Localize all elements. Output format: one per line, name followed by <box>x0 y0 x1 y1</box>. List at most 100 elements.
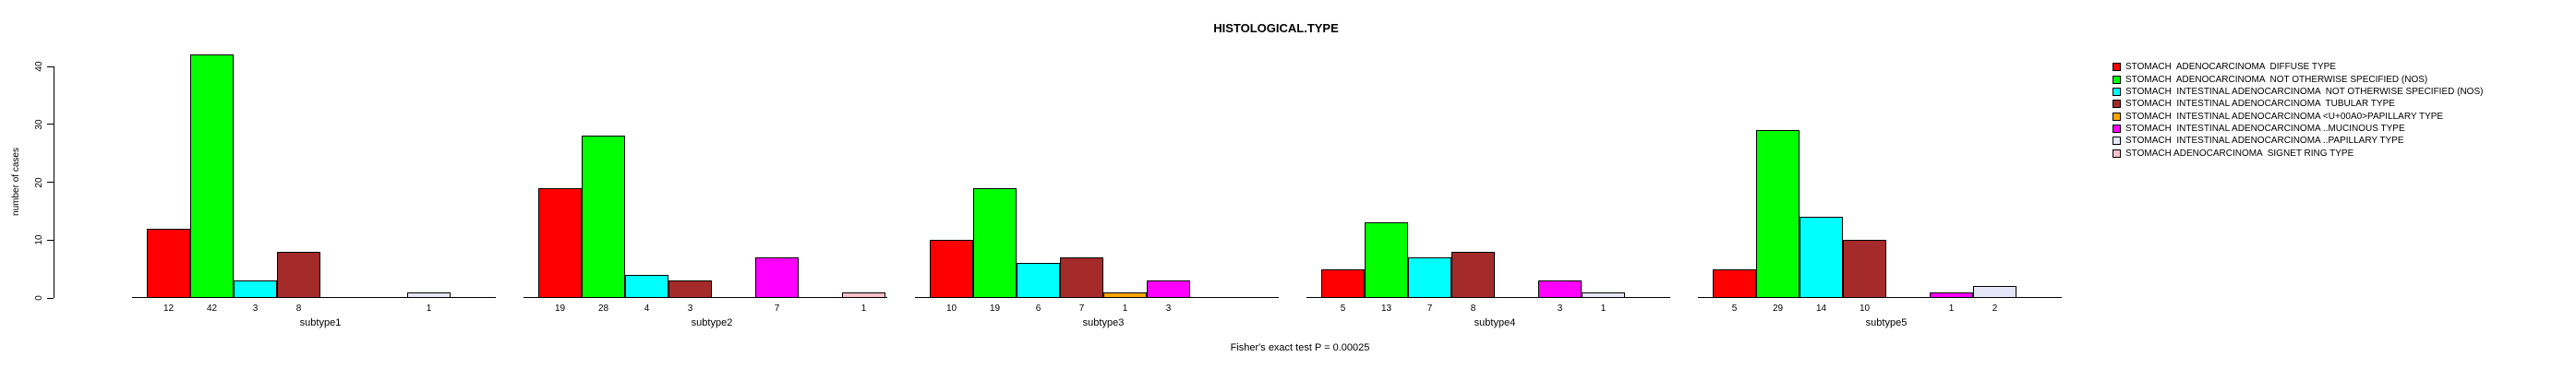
legend-item-label: STOMACH INTESTINAL ADENOCARCINOMA NOT OT… <box>2125 86 2484 97</box>
legend-color-swatch <box>2113 149 2121 158</box>
bar-value-label: 19 <box>554 304 566 314</box>
legend-item: STOMACH INTESTINAL ADENOCARCINOMA <U+00A… <box>2113 110 2483 122</box>
bar <box>755 257 799 298</box>
bar <box>538 188 582 298</box>
y-tick-label: 20 <box>34 176 44 188</box>
legend-item-label: STOMACH INTESTINAL ADENOCARCINOMA TUBULA… <box>2125 99 2395 110</box>
bar-value-label: 19 <box>989 304 1001 314</box>
bar-value-label: 3 <box>687 304 693 314</box>
x-axis-group-label: subtype1 <box>299 317 342 328</box>
bar-value-label: 2 <box>1992 304 1998 314</box>
bar-value-label: 1 <box>1948 304 1955 314</box>
bar-value-label: 4 <box>644 304 650 314</box>
legend-color-swatch <box>2113 63 2121 72</box>
x-axis-group-label: subtype4 <box>1474 317 1516 328</box>
y-tick-mark <box>47 182 54 183</box>
bar-value-label: 7 <box>1426 304 1433 314</box>
y-tick-mark <box>47 65 54 67</box>
bar <box>1973 286 2016 298</box>
bar <box>1147 280 1190 298</box>
bar-value-label: 13 <box>1380 304 1392 314</box>
bar-value-label: 28 <box>597 304 609 314</box>
bar <box>1451 252 1495 298</box>
legend-color-swatch <box>2113 100 2121 109</box>
bar-value-label: 5 <box>1340 304 1346 314</box>
bar <box>1408 257 1451 298</box>
bar-value-label: 42 <box>206 304 218 314</box>
bar-value-label: 1 <box>861 304 867 314</box>
legend-item: STOMACH INTESTINAL ADENOCARCINOMA NOT OT… <box>2113 86 2483 98</box>
bar-value-label: 14 <box>1815 304 1827 314</box>
bar <box>277 252 320 298</box>
bar <box>1713 269 1756 298</box>
bar <box>668 280 712 298</box>
bar <box>1103 292 1147 298</box>
legend-color-swatch <box>2113 137 2121 146</box>
legend-item-label: STOMACH ADENOCARCINOMA SIGNET RING TYPE <box>2125 148 2354 159</box>
bar <box>1060 257 1103 298</box>
x-axis-group-label: subtype2 <box>691 317 733 328</box>
legend-item: STOMACH INTESTINAL ADENOCARCINOMA TUBULA… <box>2113 98 2483 110</box>
bar-value-label: 3 <box>1165 304 1172 314</box>
bar <box>625 275 668 298</box>
bar <box>1800 217 1843 298</box>
bar-value-label: 5 <box>1731 304 1738 314</box>
bar-value-label: 29 <box>1772 304 1784 314</box>
bar-group: 5 13 7 8 3 1 subtype4 <box>1306 0 1670 369</box>
y-tick-mark <box>47 239 54 241</box>
legend-item-label: STOMACH ADENOCARCINOMA DIFFUSE TYPE <box>2125 62 2336 73</box>
legend-item-label: STOMACH INTESTINAL ADENOCARCINOMA <U+00A… <box>2125 111 2444 122</box>
stat-annotation: Fisher's exact test P = 0.00025 <box>1230 342 1370 353</box>
bar-value-label: 7 <box>1078 304 1085 314</box>
y-tick-label: 40 <box>34 61 44 72</box>
x-axis-group-label: subtype3 <box>1082 317 1125 328</box>
bar <box>1930 292 1973 298</box>
bar <box>1582 292 1625 298</box>
bar <box>1843 240 1886 298</box>
legend-color-swatch <box>2113 87 2121 96</box>
bar-value-label: 1 <box>1122 304 1128 314</box>
bar <box>1321 269 1365 298</box>
bar <box>842 292 885 298</box>
y-tick-mark <box>47 297 54 299</box>
bar <box>234 280 277 298</box>
y-tick-mark <box>47 124 54 125</box>
bar <box>1756 130 1800 298</box>
bar-group: 12 42 3 8 1 subtype1 <box>132 0 496 369</box>
legend-item-label: STOMACH ADENOCARCINOMA NOT OTHERWISE SPE… <box>2125 74 2428 85</box>
bar-value-label: 8 <box>295 304 302 314</box>
legend-item: STOMACH ADENOCARCINOMA DIFFUSE TYPE <box>2113 61 2483 73</box>
bar-value-label: 1 <box>426 304 432 314</box>
bar-value-label: 3 <box>1557 304 1563 314</box>
legend-item: STOMACH ADENOCARCINOMA NOT OTHERWISE SPE… <box>2113 73 2483 85</box>
y-tick-label: 0 <box>34 295 44 301</box>
legend-item-label: STOMACH INTESTINAL ADENOCARCINOMA ..MUCI… <box>2125 123 2405 134</box>
bar-value-label: 8 <box>1470 304 1476 314</box>
legend-item-label: STOMACH INTESTINAL ADENOCARCINOMA ..PAPI… <box>2125 136 2404 147</box>
y-tick-label: 10 <box>34 234 44 245</box>
legend-color-swatch <box>2113 75 2121 84</box>
y-tick-label: 30 <box>34 119 44 130</box>
bar-value-label: 1 <box>1600 304 1607 314</box>
bar-value-label: 10 <box>945 304 957 314</box>
chart-title: HISTOLOGICAL.TYPE <box>1213 21 1339 35</box>
bar-group: 10 19 6 7 1 3 subtype3 <box>915 0 1279 369</box>
bar-group: 5 29 14 10 1 2 subtype5 <box>1698 0 2062 369</box>
bar-value-label: 12 <box>163 304 175 314</box>
x-axis-group-label: subtype5 <box>1865 317 1908 328</box>
bar <box>190 54 234 298</box>
legend: STOMACH ADENOCARCINOMA DIFFUSE TYPE STOMA… <box>2113 61 2483 160</box>
legend-item: STOMACH INTESTINAL ADENOCARCINOMA ..MUCI… <box>2113 123 2483 135</box>
bar <box>973 188 1017 298</box>
bar-value-label: 10 <box>1859 304 1871 314</box>
bar-value-label: 3 <box>252 304 259 314</box>
bar <box>407 292 451 298</box>
bar <box>1017 263 1060 298</box>
y-axis-title: number of cases <box>11 148 21 216</box>
bar <box>582 136 625 298</box>
bar-value-label: 7 <box>774 304 780 314</box>
bar <box>147 229 190 298</box>
bar <box>930 240 973 298</box>
bar <box>1365 222 1408 298</box>
bar-group: 19 28 4 3 7 1 subtype2 <box>524 0 887 369</box>
